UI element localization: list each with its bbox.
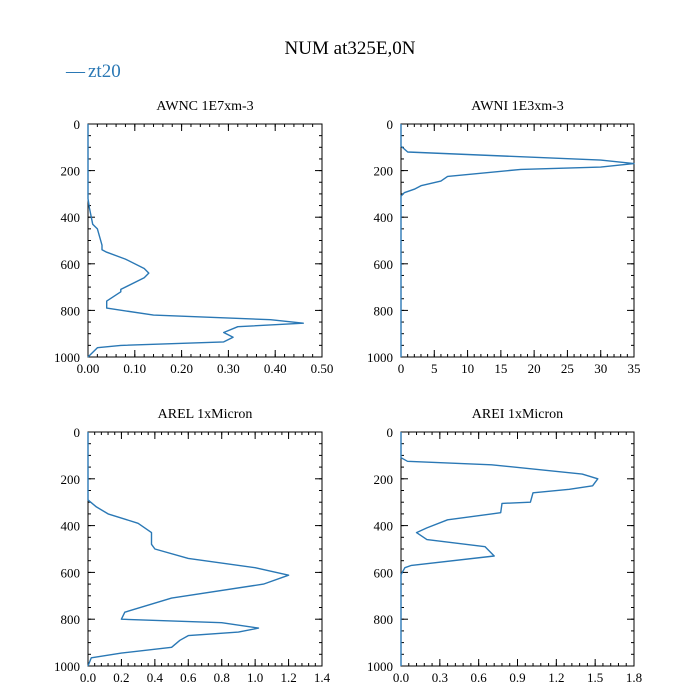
legend-label: zt20 bbox=[88, 61, 121, 82]
x-tick-label: 0.00 bbox=[77, 361, 100, 376]
y-tick-label: 200 bbox=[61, 472, 81, 487]
y-tick-label: 0 bbox=[387, 117, 394, 132]
x-tick-label: 1.2 bbox=[548, 670, 564, 685]
y-tick-label: 800 bbox=[374, 303, 394, 318]
x-tick-label: 1.8 bbox=[626, 670, 642, 685]
plot-frame bbox=[400, 123, 635, 358]
plot-frame bbox=[87, 431, 323, 667]
x-tick-label: 0.0 bbox=[80, 670, 96, 685]
x-tick-label: 1.2 bbox=[280, 670, 296, 685]
y-tick-label: 200 bbox=[374, 164, 394, 179]
y-tick-label: 1000 bbox=[367, 659, 393, 674]
y-tick-label: 0 bbox=[387, 425, 394, 440]
panel-title: AREI 1xMicron bbox=[472, 407, 563, 422]
panel-title: AWNI 1E3xm-3 bbox=[471, 99, 564, 114]
x-tick-label: 0.0 bbox=[393, 670, 409, 685]
y-tick-label: 400 bbox=[374, 210, 394, 225]
y-tick-label: 600 bbox=[374, 565, 394, 580]
x-tick-label: 0.50 bbox=[311, 361, 334, 376]
y-tick-label: 0 bbox=[74, 425, 81, 440]
legend-symbol: — bbox=[65, 61, 86, 82]
x-tick-label: 0.4 bbox=[147, 670, 164, 685]
x-tick-label: 5 bbox=[431, 361, 438, 376]
y-tick-label: 200 bbox=[61, 164, 81, 179]
y-tick-label: 400 bbox=[61, 519, 81, 534]
series-line-zt20 bbox=[87, 124, 304, 358]
series-line-zt20 bbox=[400, 432, 599, 666]
x-tick-label: 0.6 bbox=[471, 670, 488, 685]
figure-title: NUM at325E,0N bbox=[285, 38, 416, 59]
y-tick-label: 400 bbox=[61, 210, 81, 225]
y-tick-label: 800 bbox=[61, 612, 81, 627]
legend: — zt20 bbox=[65, 61, 121, 82]
x-tick-label: 10 bbox=[461, 361, 474, 376]
panel-2: AWNI 1E3xm-3 0 200 400 600 800 1000 0 5 10 15 20 25 3… bbox=[367, 99, 641, 376]
y-tick-label: 600 bbox=[374, 257, 394, 272]
x-tick-label: 0 bbox=[398, 361, 405, 376]
y-tick-label: 200 bbox=[374, 472, 394, 487]
x-tick-label: 20 bbox=[528, 361, 541, 376]
x-tick-label: 0.9 bbox=[509, 670, 525, 685]
x-tick-label: 0.2 bbox=[113, 670, 129, 685]
y-tick-label: 1000 bbox=[54, 659, 80, 674]
y-tick-label: 800 bbox=[61, 303, 81, 318]
x-tick-label: 1.4 bbox=[314, 670, 331, 685]
y-tick-label: 800 bbox=[374, 612, 394, 627]
x-tick-label: 0.20 bbox=[170, 361, 193, 376]
y-tick-label: 1000 bbox=[367, 350, 393, 365]
x-tick-label: 25 bbox=[561, 361, 574, 376]
panel-title: AREL 1xMicron bbox=[158, 407, 253, 422]
y-tick-label: 600 bbox=[61, 565, 81, 580]
x-tick-label: 1.0 bbox=[247, 670, 263, 685]
x-tick-label: 30 bbox=[594, 361, 607, 376]
y-tick-label: 0 bbox=[74, 117, 81, 132]
x-tick-label: 0.10 bbox=[123, 361, 146, 376]
x-tick-label: 0.3 bbox=[432, 670, 448, 685]
x-tick-label: 1.5 bbox=[587, 670, 603, 685]
series-line-zt20 bbox=[400, 124, 635, 357]
x-tick-label: 15 bbox=[494, 361, 507, 376]
x-tick-label: 0.40 bbox=[264, 361, 287, 376]
y-tick-label: 1000 bbox=[54, 350, 80, 365]
x-tick-label: 0.30 bbox=[217, 361, 240, 376]
x-tick-label: 35 bbox=[628, 361, 641, 376]
x-tick-label: 0.6 bbox=[180, 670, 197, 685]
x-tick-label: 0.8 bbox=[214, 670, 230, 685]
series-line-zt20 bbox=[87, 432, 290, 667]
y-tick-label: 400 bbox=[374, 519, 394, 534]
panel-title: AWNC 1E7xm-3 bbox=[156, 99, 253, 114]
y-tick-label: 600 bbox=[61, 257, 81, 272]
